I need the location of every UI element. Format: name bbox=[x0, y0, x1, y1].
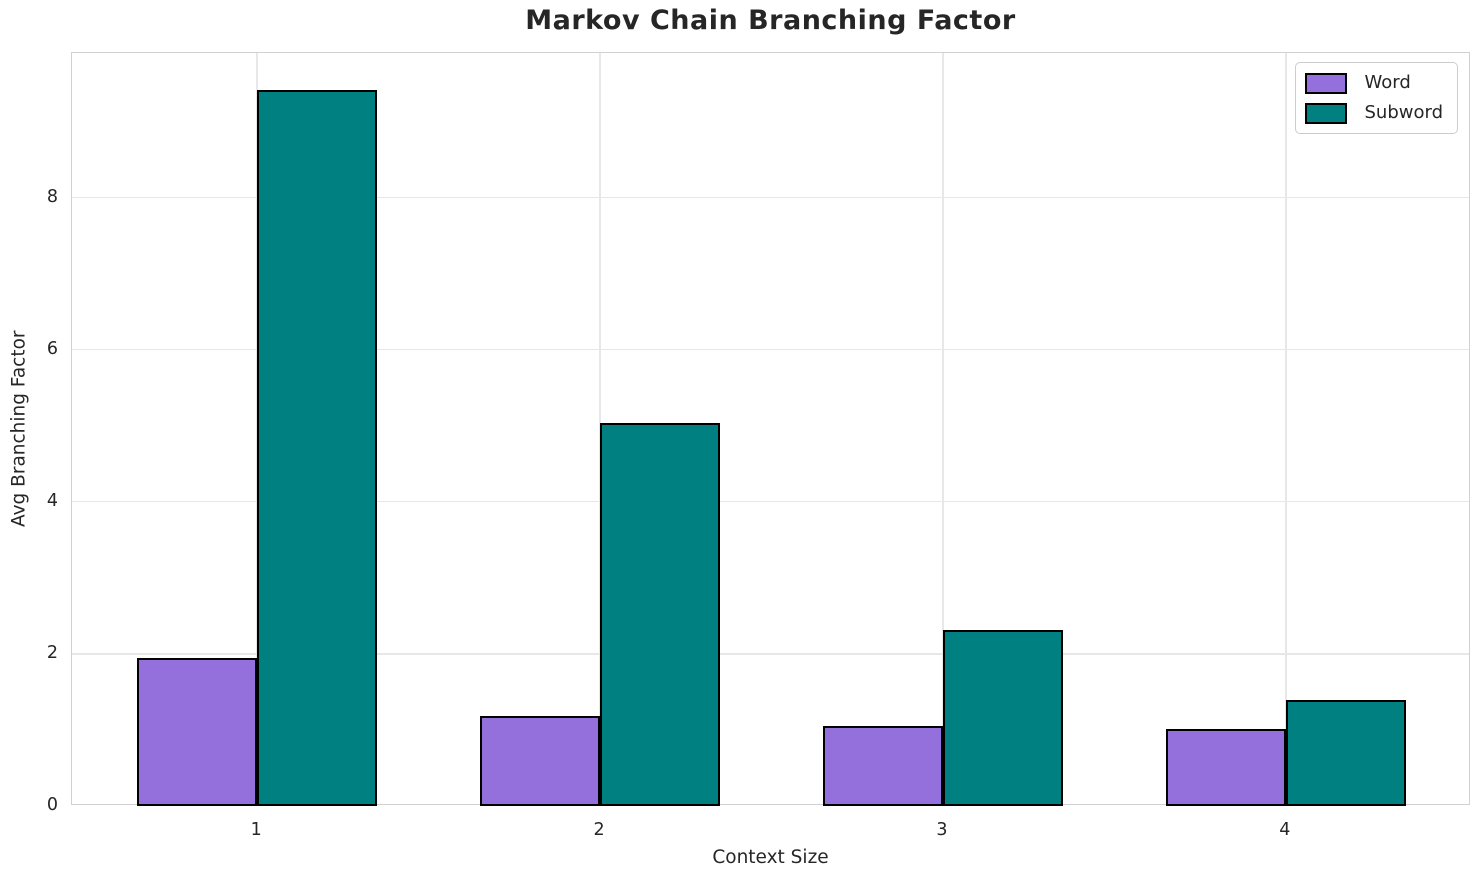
x-axis-label: Context Size bbox=[712, 847, 829, 868]
bar-word-context-2 bbox=[480, 716, 601, 806]
gridline-y-6 bbox=[72, 348, 1469, 351]
legend-swatch-word bbox=[1305, 72, 1348, 94]
y-tick-label-8: 8 bbox=[46, 186, 58, 207]
legend: Word Subword bbox=[1295, 62, 1458, 134]
legend-swatch-subword bbox=[1305, 102, 1348, 124]
gridline-y-4 bbox=[72, 501, 1469, 503]
legend-label-word: Word bbox=[1364, 72, 1411, 93]
x-tick-label-3: 3 bbox=[936, 820, 948, 840]
x-tick-label-2: 2 bbox=[593, 820, 605, 840]
bar-word-context-1 bbox=[137, 657, 258, 806]
y-tick-label-2: 2 bbox=[46, 642, 58, 663]
bar-subword-context-4 bbox=[1285, 699, 1406, 806]
y-axis-label: Avg Branching Factor bbox=[8, 330, 30, 527]
bar-word-context-4 bbox=[1165, 729, 1286, 806]
y-tick-label-6: 6 bbox=[46, 338, 58, 359]
chart-title: Markov Chain Branching Factor bbox=[525, 5, 1016, 36]
gridline-x-3 bbox=[942, 53, 944, 804]
bar-subword-context-2 bbox=[600, 422, 721, 806]
legend-item-word: Word bbox=[1305, 72, 1443, 94]
gridline-y-8 bbox=[72, 196, 1469, 199]
y-tick-label-4: 4 bbox=[46, 490, 58, 511]
legend-label-subword: Subword bbox=[1364, 102, 1443, 123]
gridline-y-2 bbox=[72, 653, 1469, 655]
gridline-x-1 bbox=[256, 53, 258, 804]
x-tick-label-4: 4 bbox=[1279, 820, 1291, 840]
bar-word-context-3 bbox=[822, 726, 943, 806]
x-tick-label-1: 1 bbox=[250, 820, 262, 840]
gridline-x-4 bbox=[1285, 53, 1287, 804]
legend-item-subword: Subword bbox=[1305, 102, 1443, 124]
bar-subword-context-3 bbox=[942, 630, 1063, 806]
plot-area bbox=[71, 52, 1470, 806]
y-tick-label-0: 0 bbox=[46, 795, 58, 815]
gridline-x-2 bbox=[599, 53, 601, 804]
bar-subword-context-1 bbox=[257, 89, 378, 806]
